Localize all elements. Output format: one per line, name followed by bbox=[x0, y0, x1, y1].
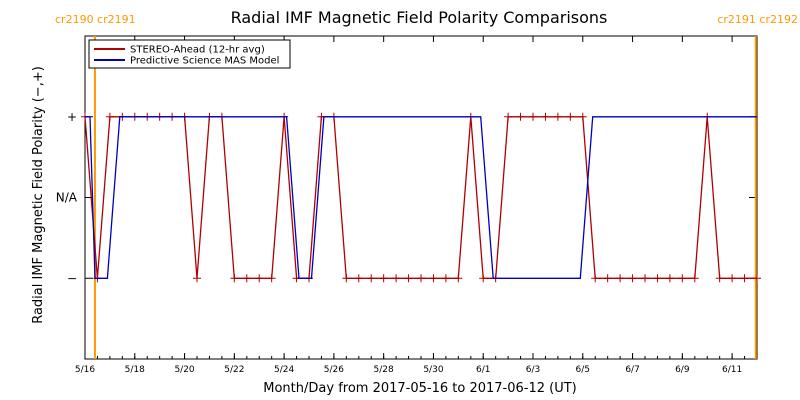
data-point-marker bbox=[541, 112, 550, 121]
data-point-marker bbox=[603, 274, 612, 283]
legend-box bbox=[88, 39, 291, 69]
data-point-marker bbox=[342, 274, 351, 283]
data-point-marker bbox=[690, 274, 699, 283]
x-axis-label: Month/Day from 2017-05-16 to 2017-06-12 … bbox=[263, 381, 576, 396]
data-point-marker bbox=[105, 112, 114, 121]
data-point-marker bbox=[479, 274, 488, 283]
data-point-marker bbox=[454, 274, 463, 283]
chart-title: Radial IMF Magnetic Field Polarity Compa… bbox=[231, 8, 608, 27]
x-tick-label: 6/7 bbox=[625, 365, 639, 375]
legend-label: Predictive Science MAS Model bbox=[130, 56, 279, 67]
data-point-marker bbox=[578, 112, 587, 121]
x-tick-label: 6/9 bbox=[675, 365, 690, 375]
data-point-marker bbox=[429, 274, 438, 283]
data-point-marker bbox=[678, 274, 687, 283]
data-point-marker bbox=[404, 274, 413, 283]
data-point-marker bbox=[641, 274, 649, 283]
plot-area: 5/16 5/18 5/20 5/22 5/24 5/26 5/28 5/30 6/1 6/3 6/… bbox=[55, 13, 798, 375]
data-point-marker bbox=[267, 274, 276, 283]
data-point-marker bbox=[392, 274, 401, 283]
data-point-marker bbox=[653, 274, 662, 283]
x-tick-label: 6/11 bbox=[722, 365, 742, 375]
series-line-mas-model bbox=[85, 116, 757, 279]
x-tick-label: 5/18 bbox=[125, 365, 145, 375]
data-point-marker bbox=[740, 274, 749, 283]
data-point-marker bbox=[753, 274, 761, 283]
data-point-marker bbox=[665, 274, 674, 283]
data-point-marker bbox=[628, 274, 637, 283]
rotation-marker-label: cr2191 cr2192 bbox=[717, 13, 798, 26]
y-tick-label: − bbox=[67, 271, 77, 285]
x-tick-label: 5/16 bbox=[75, 365, 95, 375]
x-tick-label: 5/20 bbox=[174, 365, 194, 375]
data-point-marker bbox=[242, 274, 251, 283]
data-point-marker bbox=[715, 274, 724, 283]
data-point-marker bbox=[441, 274, 450, 283]
legend-label: STEREO-Ahead (12-hr avg) bbox=[130, 45, 265, 56]
data-point-marker bbox=[591, 274, 600, 283]
x-tick-label: 6/5 bbox=[576, 365, 590, 375]
data-point-marker bbox=[566, 112, 575, 121]
x-tick-label: 5/30 bbox=[423, 365, 443, 375]
x-tick-label: 6/3 bbox=[526, 365, 540, 375]
data-point-marker bbox=[379, 274, 388, 283]
data-point-marker bbox=[616, 274, 625, 283]
x-tick-label: 6/1 bbox=[476, 365, 490, 375]
y-axis-label: Radial IMF Magnetic Field Polarity (−,+) bbox=[31, 66, 46, 324]
data-point-marker bbox=[367, 274, 376, 283]
rotation-marker-label: cr2190 cr2191 bbox=[55, 13, 136, 26]
data-point-marker bbox=[354, 274, 363, 283]
data-point-marker bbox=[255, 274, 264, 283]
data-point-marker bbox=[417, 274, 425, 283]
x-tick-label: 5/26 bbox=[324, 365, 344, 375]
data-point-marker bbox=[553, 112, 562, 121]
data-point-marker bbox=[516, 112, 525, 121]
y-tick-label: + bbox=[67, 110, 77, 124]
data-point-marker bbox=[529, 112, 537, 121]
x-tick-label: 5/24 bbox=[274, 365, 294, 375]
data-point-marker bbox=[728, 274, 737, 283]
data-point-marker bbox=[504, 112, 513, 121]
y-tick-label: N/A bbox=[56, 191, 78, 205]
x-tick-label: 5/22 bbox=[224, 365, 244, 375]
x-tick-label: 5/28 bbox=[374, 365, 394, 375]
data-point-marker bbox=[230, 274, 239, 283]
data-point-marker bbox=[193, 274, 201, 283]
